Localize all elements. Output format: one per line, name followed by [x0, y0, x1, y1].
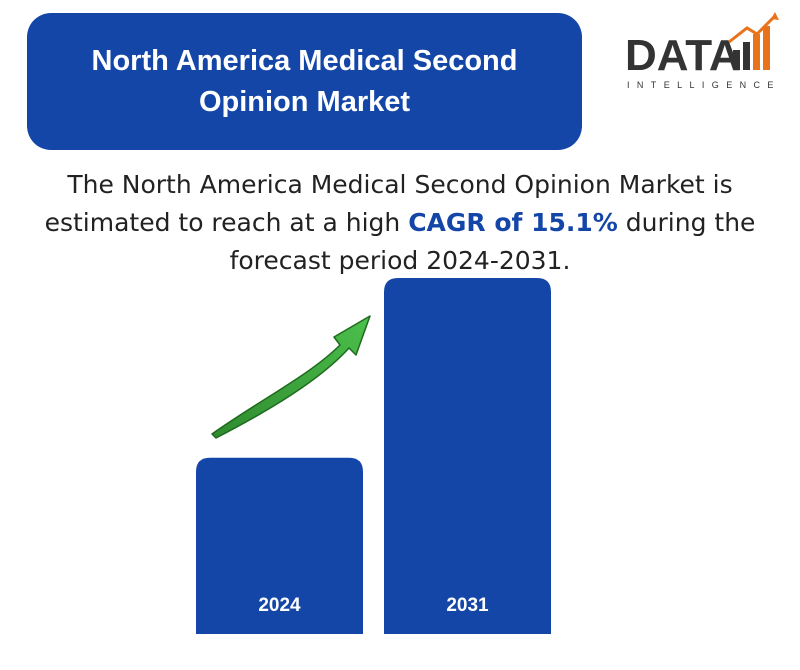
headline-part1: The North America Medical Second Opinion…	[44, 170, 733, 237]
headline-cagr-highlight: CAGR of 15.1%	[408, 208, 618, 237]
page-title: North America Medical Second Opinion Mar…	[91, 44, 518, 118]
data-intelligence-logo: DATA INTELLIGENCE	[625, 12, 781, 90]
headline-text: The North America Medical Second Opinion…	[20, 166, 780, 280]
bar-label-2031: 2031	[446, 595, 489, 616]
logo-bars-icon	[728, 12, 779, 70]
bar-2031	[384, 278, 551, 634]
logo-wordmark: DATA	[625, 31, 741, 80]
growth-arrow-icon	[211, 315, 371, 439]
title-banner: North America Medical Second Opinion Mar…	[27, 13, 582, 150]
headline-part2: during the forecast period 2024-2031.	[229, 208, 756, 275]
bar-label-2024: 2024	[258, 595, 301, 616]
bar-2024	[196, 457, 363, 634]
logo-tagline: INTELLIGENCE	[627, 80, 781, 90]
